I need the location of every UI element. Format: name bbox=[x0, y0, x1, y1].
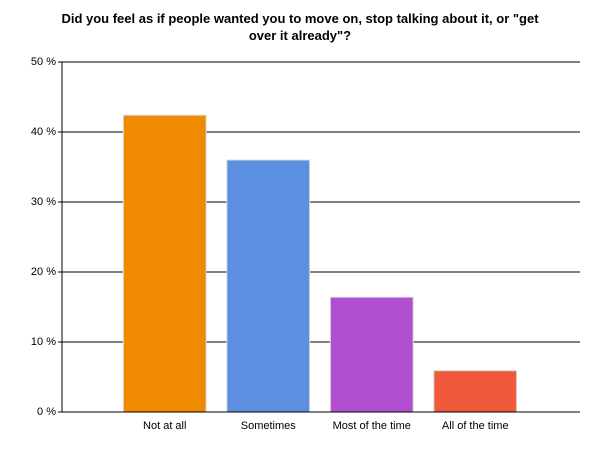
x-tick-label: Most of the time bbox=[333, 420, 411, 432]
chart-title: Did you feel as if people wanted you to … bbox=[61, 11, 539, 43]
y-tick-label: 50 % bbox=[31, 56, 56, 68]
y-tick-label: 30 % bbox=[31, 196, 56, 208]
y-tick-label: 20 % bbox=[31, 266, 56, 278]
y-tick-label: 40 % bbox=[31, 126, 56, 138]
bar bbox=[329, 296, 414, 413]
y-tick-label: 10 % bbox=[31, 336, 56, 348]
bar bbox=[226, 159, 311, 413]
x-tick-label: Not at all bbox=[143, 420, 186, 432]
x-tick-label: Sometimes bbox=[241, 420, 297, 432]
x-tick-label: All of the time bbox=[442, 420, 509, 432]
bar bbox=[433, 370, 518, 413]
y-tick-label: 0 % bbox=[37, 406, 56, 418]
bar bbox=[122, 114, 207, 413]
